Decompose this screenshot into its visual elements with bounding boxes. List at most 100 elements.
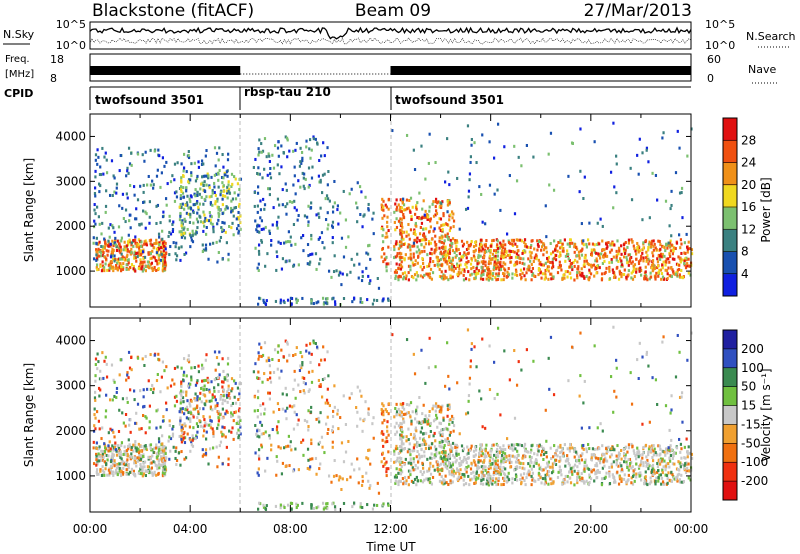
velocity-cell	[610, 462, 613, 466]
power-cell	[409, 228, 413, 232]
y-tick-label: 2000	[55, 219, 86, 233]
power-cell	[595, 259, 599, 263]
velocity-cell	[272, 370, 276, 374]
velocity-cell	[444, 462, 447, 466]
power-cell	[301, 171, 304, 175]
velocity-cell	[175, 399, 179, 403]
power-cell	[321, 173, 325, 177]
velocity-cell	[472, 454, 475, 458]
velocity-cell	[521, 466, 524, 470]
power-cell	[571, 241, 574, 245]
velocity-cell	[384, 462, 387, 466]
freq-unit-label: [MHz]	[5, 69, 34, 80]
power-cell	[583, 276, 586, 280]
velocity-cell	[108, 473, 111, 477]
velocity-cell	[448, 470, 451, 474]
velocity-cell	[113, 459, 116, 463]
velocity-cell	[226, 400, 229, 404]
velocity-cell	[226, 390, 229, 394]
power-cell	[401, 225, 404, 229]
velocity-cell	[144, 415, 147, 419]
velocity-cell	[369, 484, 372, 488]
velocity-cell	[461, 449, 465, 453]
velocity-cell	[183, 412, 186, 416]
power-cell	[310, 301, 313, 305]
velocity-cell	[317, 416, 320, 420]
power-cell	[142, 200, 145, 204]
power-cell	[643, 277, 646, 281]
power-cell	[122, 216, 125, 220]
velocity-cell	[485, 454, 488, 458]
velocity-cell	[151, 448, 154, 452]
velocity-cell	[488, 453, 491, 457]
power-cell	[380, 227, 383, 231]
velocity-cell	[405, 402, 409, 406]
velocity-cell	[475, 476, 478, 480]
velocity-cell	[625, 480, 628, 484]
velocity-cell	[330, 428, 334, 432]
power-cell	[630, 198, 634, 202]
velocity-cell	[307, 390, 310, 394]
velocity-cell	[480, 476, 483, 480]
velocity-cell	[382, 432, 385, 436]
velocity-cell	[258, 428, 261, 432]
power-cell	[579, 169, 582, 173]
power-cell	[188, 197, 191, 201]
velocity-cell	[627, 468, 630, 472]
power-cell	[286, 155, 289, 159]
power-cell	[298, 164, 302, 168]
power-cell	[142, 183, 145, 187]
power-cell	[429, 251, 432, 255]
power-cell	[134, 256, 138, 260]
power-cell	[205, 225, 208, 229]
velocity-cell	[458, 477, 461, 481]
power-cell	[381, 246, 385, 250]
power-cell	[164, 245, 167, 249]
power-cell	[400, 206, 404, 210]
velocity-cell	[266, 378, 269, 382]
power-cell	[642, 246, 645, 250]
velocity-cell	[96, 367, 99, 371]
velocity-cell	[645, 455, 648, 459]
velocity-cell	[489, 455, 492, 459]
velocity-cell	[109, 471, 113, 475]
power-cell	[450, 263, 453, 267]
power-cell	[469, 262, 473, 266]
power-cell	[253, 204, 256, 208]
power-cell	[149, 238, 153, 242]
velocity-cell	[203, 424, 206, 428]
power-cell	[596, 265, 600, 269]
velocity-cell	[133, 458, 136, 462]
power-cell	[162, 254, 165, 258]
velocity-cell	[444, 426, 448, 430]
velocity-cell	[203, 402, 206, 406]
velocity-cell	[147, 379, 150, 383]
velocity-cell	[678, 461, 681, 465]
velocity-cell	[213, 395, 216, 399]
velocity-cell	[684, 471, 688, 475]
velocity-cell	[491, 457, 494, 461]
power-cell	[440, 252, 443, 256]
power-cell	[464, 262, 467, 266]
power-cell	[641, 218, 644, 222]
velocity-cell	[477, 458, 480, 462]
power-cell	[171, 228, 175, 232]
power-cell	[431, 271, 435, 275]
velocity-cell	[681, 463, 684, 467]
velocity-cell	[644, 470, 647, 474]
power-cell	[440, 276, 444, 280]
velocity-cell	[191, 434, 194, 438]
power-cell	[683, 259, 686, 263]
velocity-cell	[317, 378, 321, 382]
power-cell	[382, 199, 385, 203]
velocity-cell	[120, 457, 123, 461]
power-cell	[493, 262, 496, 266]
power-cell	[550, 252, 553, 256]
power-cell	[138, 253, 141, 257]
power-cell	[149, 183, 152, 187]
velocity-cell	[161, 419, 165, 423]
velocity-cell	[216, 402, 219, 406]
power-cell	[487, 268, 490, 272]
power-cell	[584, 253, 587, 257]
power-cell	[141, 269, 144, 273]
